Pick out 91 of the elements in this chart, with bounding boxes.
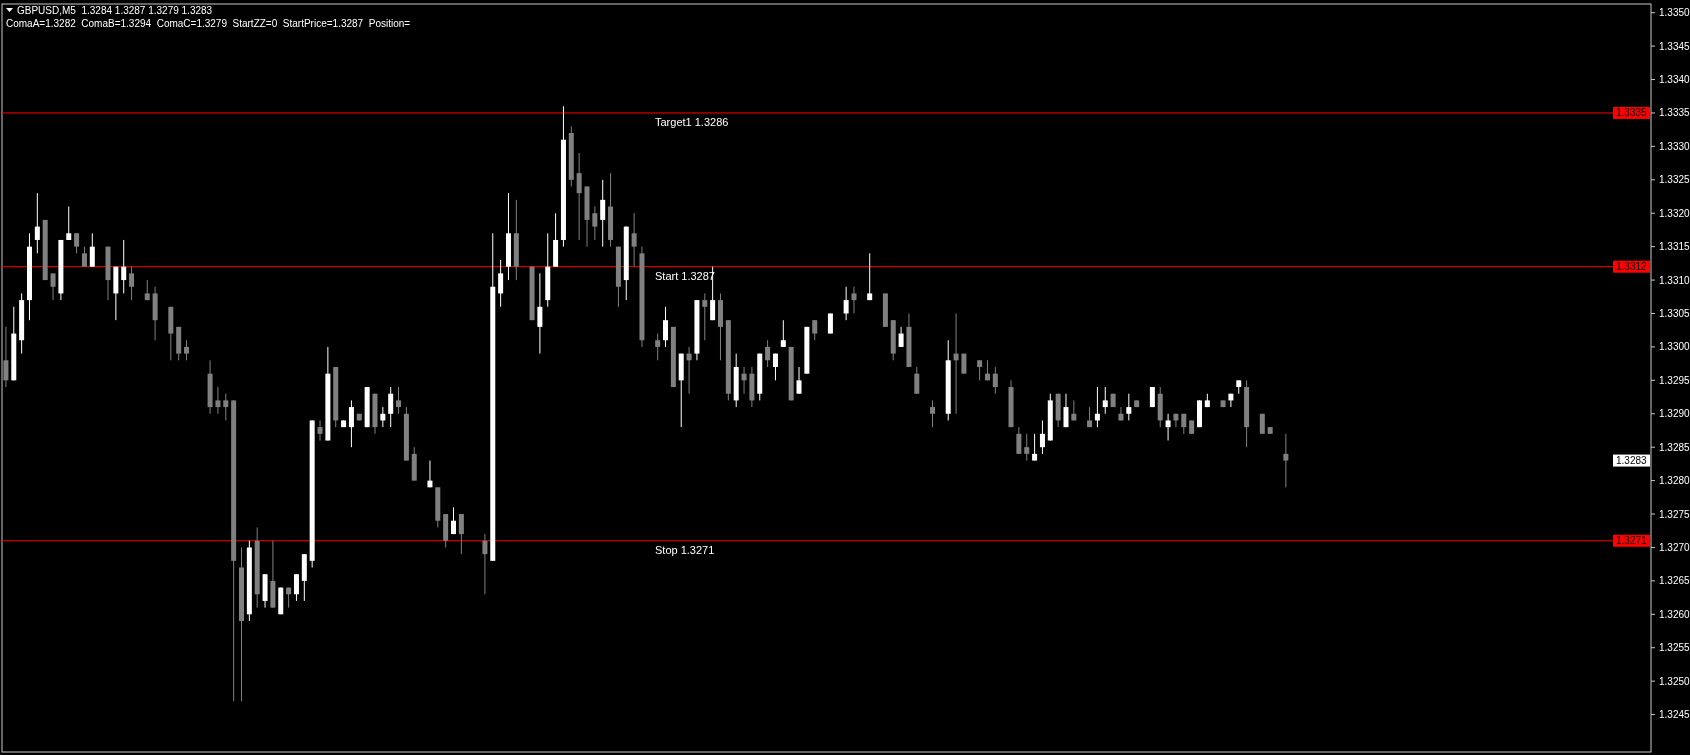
candlestick bbox=[867, 252, 873, 301]
annotation: 1.3283 bbox=[1616, 455, 1648, 467]
y-tick-label: 1.3275 bbox=[1659, 508, 1690, 520]
candlestick bbox=[1094, 386, 1100, 428]
candlestick bbox=[655, 333, 661, 361]
candlestick bbox=[663, 306, 669, 348]
y-tick-label: 1.3255 bbox=[1659, 642, 1690, 654]
candlestick bbox=[1283, 433, 1289, 488]
y-tick-label: 1.3320 bbox=[1659, 207, 1690, 219]
candlestick bbox=[1039, 419, 1045, 455]
candlestick bbox=[3, 326, 9, 388]
candlestick bbox=[1032, 433, 1038, 462]
candlestick bbox=[1173, 413, 1179, 428]
y-tick-label: 1.3330 bbox=[1659, 140, 1690, 152]
candlestick bbox=[702, 292, 708, 341]
y-tick-label: 1.3345 bbox=[1659, 40, 1690, 52]
annotation: 1.3335 bbox=[1616, 107, 1648, 119]
y-tick-label: 1.3350 bbox=[1659, 7, 1690, 19]
candlestick bbox=[953, 313, 959, 415]
candlestick bbox=[592, 206, 598, 241]
candlestick bbox=[796, 366, 802, 395]
y-tick-label: 1.3315 bbox=[1659, 241, 1690, 253]
candlestick bbox=[851, 286, 857, 314]
candlestick bbox=[930, 399, 936, 428]
y-tick-label: 1.3250 bbox=[1659, 675, 1690, 687]
candlestick bbox=[537, 272, 543, 355]
candlestick bbox=[498, 259, 504, 308]
y-tick-label: 1.3305 bbox=[1659, 308, 1690, 319]
candlestick bbox=[380, 406, 386, 428]
candlestick bbox=[396, 386, 402, 415]
candlestick bbox=[348, 399, 354, 448]
y-tick-label: 1.3295 bbox=[1659, 374, 1690, 386]
candlestick bbox=[992, 366, 998, 395]
candlestick bbox=[1063, 393, 1069, 428]
annotation: 1.3271 bbox=[1616, 535, 1648, 547]
candlestick bbox=[388, 386, 394, 428]
candlestick bbox=[1118, 406, 1124, 421]
candlestick bbox=[215, 386, 221, 415]
text: ComaA=1.3282 ComaB=1.3294 ComaC=1.3279 StartZZ=0 StartPrice=1.3287 Position= bbox=[6, 18, 411, 29]
candlestick bbox=[74, 232, 80, 254]
candlestick bbox=[914, 366, 920, 395]
candlestick bbox=[34, 192, 40, 254]
y-tick-label: 1.3340 bbox=[1659, 74, 1690, 86]
candlestick bbox=[66, 206, 72, 241]
y-tick-label: 1.3245 bbox=[1659, 709, 1690, 721]
candlestick bbox=[50, 272, 56, 301]
chart-title: GBPUSD,M5 1.3284 1.3287 1.3279 1.3283 bbox=[17, 5, 213, 16]
candlestick bbox=[631, 212, 637, 268]
candlestick bbox=[576, 152, 582, 241]
candlestick bbox=[1024, 433, 1030, 462]
candlestick bbox=[780, 319, 786, 348]
candlestick bbox=[317, 419, 323, 441]
candlestick bbox=[482, 533, 488, 595]
candlestick bbox=[600, 179, 606, 248]
candlestick bbox=[1126, 393, 1132, 421]
candlestick bbox=[1165, 413, 1171, 441]
y-tick-label: 1.3325 bbox=[1659, 174, 1690, 186]
ref-line-label: Target1 1.3286 bbox=[655, 115, 729, 128]
candlestick bbox=[81, 246, 87, 268]
candlestick bbox=[843, 286, 849, 321]
candlestick bbox=[184, 339, 190, 361]
ref-line-label: Stop 1.3271 bbox=[655, 543, 715, 556]
candlestick bbox=[741, 366, 747, 395]
candlestick bbox=[1102, 386, 1108, 415]
candlestick bbox=[765, 339, 771, 368]
candlestick bbox=[427, 460, 433, 488]
candlestick bbox=[129, 266, 135, 301]
candlestick bbox=[89, 232, 95, 268]
candlestick bbox=[827, 313, 833, 335]
y-tick-label: 1.3270 bbox=[1659, 541, 1690, 553]
y-tick-label: 1.3290 bbox=[1659, 408, 1690, 420]
candlestick bbox=[772, 353, 778, 381]
y-tick-label: 1.3260 bbox=[1659, 608, 1690, 620]
y-tick-label: 1.3265 bbox=[1659, 575, 1690, 587]
candlestick bbox=[1016, 426, 1022, 455]
annotation: 1.3312 bbox=[1616, 261, 1648, 273]
candlestick bbox=[223, 393, 229, 421]
y-tick-label: 1.3310 bbox=[1659, 274, 1690, 286]
candlestick bbox=[977, 359, 983, 381]
candlestick bbox=[898, 326, 904, 348]
y-tick-label: 1.3280 bbox=[1659, 475, 1690, 487]
candlestick bbox=[121, 239, 127, 294]
candlestick bbox=[686, 346, 692, 395]
y-tick-label: 1.3285 bbox=[1659, 441, 1690, 453]
candlestick bbox=[1228, 393, 1234, 408]
candlestick bbox=[293, 573, 299, 602]
candlestick bbox=[812, 319, 818, 341]
y-tick-label: 1.3300 bbox=[1659, 341, 1690, 353]
candlestick bbox=[451, 506, 457, 535]
y-tick-label: 1.3335 bbox=[1659, 107, 1690, 119]
candlestick bbox=[458, 513, 464, 555]
